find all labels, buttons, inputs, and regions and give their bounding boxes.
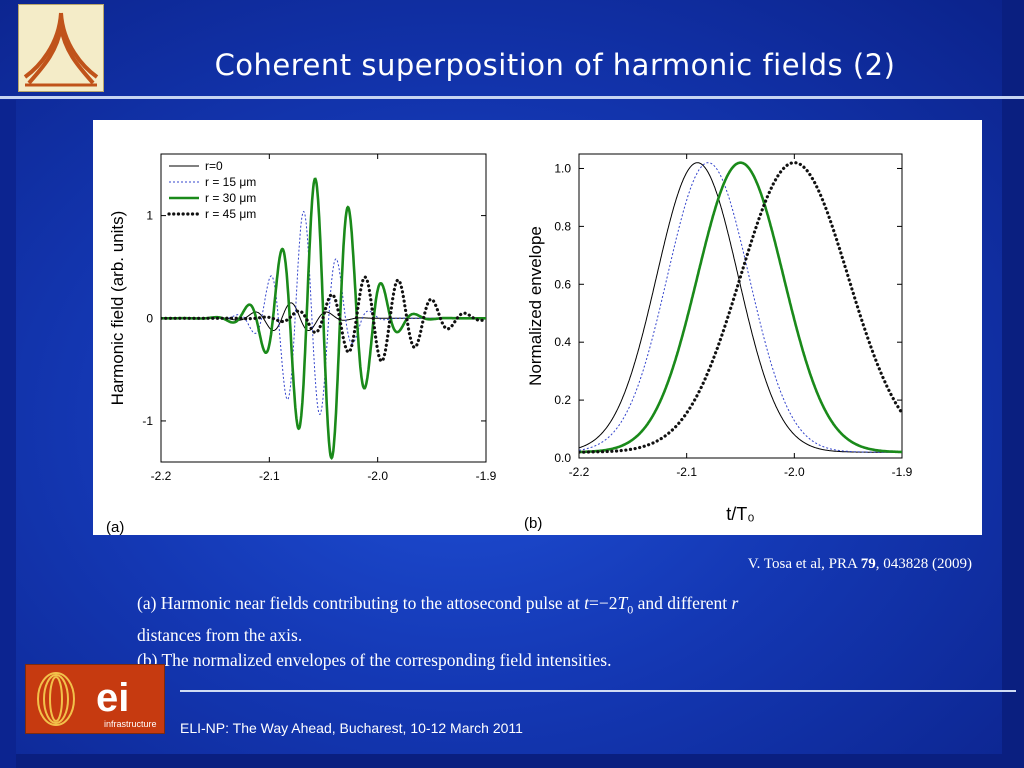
caption-line-a-end: distances from the axis.: [137, 624, 303, 645]
legend-entry-1: r = 15 μm: [205, 175, 256, 189]
charts-svg: -2.2 -2.1 -2.0 -1.9 -1 0 1 Harmonic field (arb.…: [106, 153, 913, 535]
series-0-2: [161, 177, 486, 461]
caption-a-mid: and different: [633, 593, 732, 613]
legend-entry-0: r=0: [205, 159, 223, 173]
citation: V. Tosa et al, PRA 79, 043828 (2009): [748, 556, 972, 573]
caption-T-var: T: [617, 593, 628, 613]
slide-frame-bottom: [0, 754, 1024, 768]
y-tick-label-0-0: -1: [142, 414, 153, 428]
x-tick-label-0-2: -2.0: [367, 469, 388, 483]
y-tick-label-1-5: 1.0: [554, 161, 571, 175]
caption-a-text: (a) Harmonic near fields contributing to…: [137, 593, 585, 613]
eli-logo-sub: infrastructure: [104, 719, 157, 729]
citation-suffix: , 043828 (2009): [875, 556, 972, 572]
series-1-2: [579, 161, 902, 454]
series-1-0: [579, 162, 902, 453]
y-axis-label-1: Normalized envelope: [526, 226, 545, 386]
panel-label-0: (a): [106, 519, 124, 535]
y-tick-label-1-4: 0.8: [554, 219, 571, 233]
chart-panel: -2.2 -2.1 -2.0 -1.9 -1 0 1 Harmonic field (arb.…: [93, 120, 982, 535]
slide-frame-right: [1002, 0, 1024, 768]
y-tick-label-1-1: 0.2: [554, 393, 571, 407]
footer-text: ELI-NP: The Way Ahead, Bucharest, 10-12 …: [180, 720, 523, 736]
x-tick-label-1-0: -2.2: [569, 465, 590, 479]
x-tick-label-1-3: -1.9: [892, 465, 913, 479]
institute-logo: [18, 4, 104, 92]
x-tick-label-1-2: -2.0: [784, 465, 805, 479]
citation-volume: 79: [860, 556, 876, 572]
y-tick-label-1-0: 0.0: [554, 451, 571, 465]
caption-r-var: r: [731, 593, 739, 613]
slide-frame-left: [0, 100, 16, 768]
y-tick-label-0-1: 0: [146, 311, 153, 325]
slide-title: Coherent superposition of harmonic field…: [214, 48, 896, 82]
x-tick-label-0-1: -2.1: [259, 469, 280, 483]
caption-t-eq: =−2: [588, 593, 618, 613]
eli-logo-main: ei: [96, 676, 129, 720]
y-axis-label-0: Harmonic field (arb. units): [108, 211, 127, 406]
caption-t-var: t: [584, 593, 589, 613]
caption-T-sub: 0: [627, 602, 634, 617]
legend-entry-2: r = 30 μm: [205, 191, 256, 205]
citation-prefix: V. Tosa et al, PRA: [747, 556, 861, 572]
x-tick-label-0-0: -2.2: [151, 469, 172, 483]
y-tick-label-1-2: 0.4: [554, 335, 571, 349]
x-axis-label-1: t/T₀: [726, 504, 754, 524]
legend-entry-3: r = 45 μm: [205, 207, 256, 221]
figure-caption: (a) Harmonic near fields contributing to…: [137, 591, 957, 673]
panel-label-1: (b): [524, 515, 542, 532]
x-tick-label-0-3: -1.9: [476, 469, 497, 483]
y-tick-label-1-3: 0.6: [554, 277, 571, 291]
eli-logo: ei infrastructure: [25, 664, 165, 734]
caption-line-a: (a) Harmonic near fields contributing to…: [137, 591, 957, 623]
footer-divider: [180, 690, 1016, 692]
x-tick-label-1-1: -2.1: [676, 465, 697, 479]
caption-line-b: (b) The normalized envelopes of the corr…: [137, 649, 612, 670]
y-tick-label-0-2: 1: [146, 209, 153, 223]
series-1-1: [579, 162, 902, 453]
plot-frame-1: [578, 153, 903, 459]
title-divider: [0, 96, 1024, 99]
plot-frame-0: [160, 153, 487, 463]
series-1-3: [579, 161, 902, 454]
